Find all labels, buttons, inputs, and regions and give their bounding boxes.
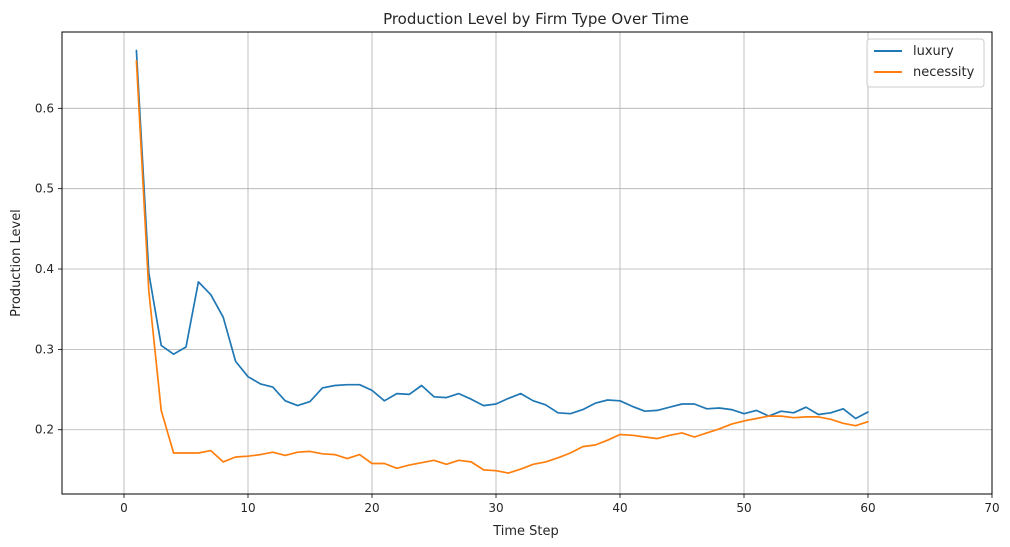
y-axis-label: Production Level xyxy=(9,209,24,317)
y-tick-label: 0.4 xyxy=(35,262,54,276)
y-tick-label: 0.3 xyxy=(35,342,54,356)
y-tick-label: 0.5 xyxy=(35,182,54,196)
y-tick-label: 0.2 xyxy=(35,423,54,437)
x-tick-label: 0 xyxy=(120,501,128,515)
x-tick-label: 40 xyxy=(612,501,627,515)
y-tick-label: 0.6 xyxy=(35,101,54,115)
legend-label-necessity: necessity xyxy=(913,65,975,80)
x-tick-label: 70 xyxy=(984,501,999,515)
x-axis-ticks: 0 10 20 30 40 50 60 70 xyxy=(120,494,1000,515)
x-tick-label: 60 xyxy=(860,501,875,515)
x-tick-label: 10 xyxy=(240,501,255,515)
grid xyxy=(62,32,993,494)
series-line-necessity xyxy=(135,60,869,474)
legend: luxury necessity xyxy=(866,38,985,88)
legend-label-luxury: luxury xyxy=(913,44,954,59)
x-tick-label: 50 xyxy=(736,501,751,515)
x-axis-label: Time Step xyxy=(492,524,559,539)
chart-title: Production Level by Firm Type Over Time xyxy=(383,10,689,28)
x-tick-label: 30 xyxy=(488,501,503,515)
x-tick-label: 20 xyxy=(364,501,379,515)
series-lines xyxy=(135,49,869,474)
y-axis-ticks: 0.2 0.3 0.4 0.5 0.6 xyxy=(35,101,62,437)
plot-frame xyxy=(61,31,993,495)
series-line-luxury xyxy=(135,49,869,420)
